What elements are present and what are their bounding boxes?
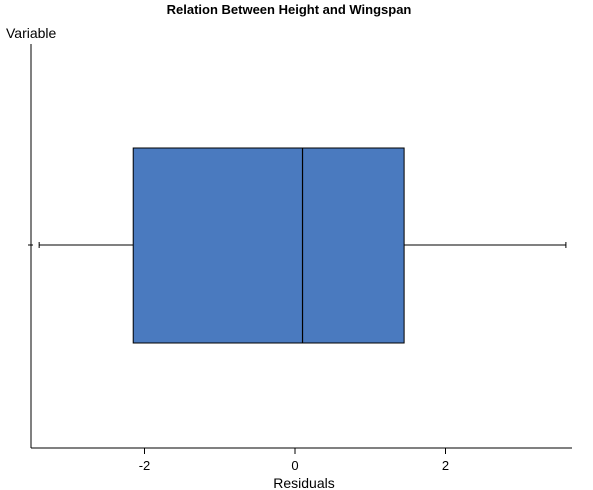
box-plot <box>38 147 567 344</box>
x-tick-label: -2 <box>139 458 151 473</box>
x-tick-label: 2 <box>442 458 449 473</box>
x-ticks: -2 0 2 <box>139 448 449 473</box>
y-axis-label: Variable <box>6 25 57 41</box>
x-axis-label: Residuals <box>273 475 334 490</box>
chart-title: Relation Between Height and Wingspan <box>167 2 412 17</box>
interquartile-box <box>132 147 405 344</box>
x-tick-label: 0 <box>291 458 298 473</box>
